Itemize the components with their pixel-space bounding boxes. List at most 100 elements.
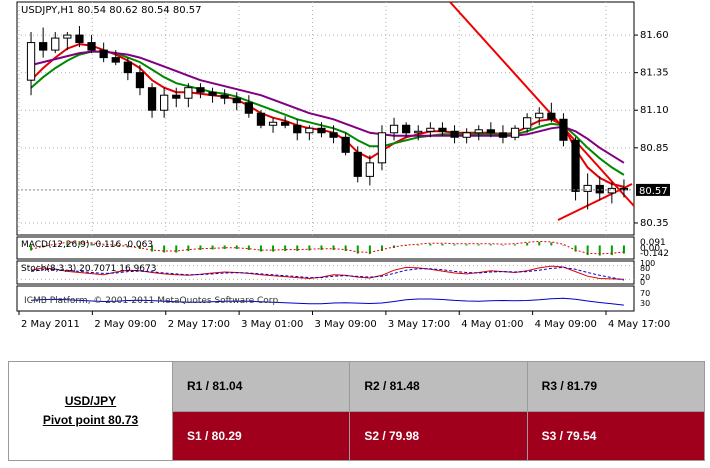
- candle-body: [26, 42, 36, 81]
- candle-body: [305, 127, 314, 134]
- candle-body: [329, 132, 338, 138]
- x-tick-label: 3 May 09:00: [315, 319, 377, 330]
- x-tick-label: 3 May 17:00: [388, 319, 450, 330]
- candle-body: [293, 124, 302, 134]
- x-tick-label: 4 May 17:00: [608, 319, 670, 330]
- candle-body: [232, 97, 241, 104]
- candle-body: [353, 151, 362, 177]
- stoch-tick-label: 0: [640, 278, 645, 287]
- candle-body: [184, 87, 193, 99]
- price-chart: 81.60 81.35 81.10 80.85 80.35 80.57 USDJPY,H…: [16, 1, 671, 330]
- macd-tick-label: -0.142: [640, 249, 669, 259]
- oscillator-series: [31, 297, 624, 306]
- stochastic-lines: [17, 265, 634, 281]
- candlesticks: [26, 26, 629, 210]
- x-tick-label: 2 May 17:00: [168, 319, 230, 330]
- macd-tick-label: 0.00: [640, 244, 660, 254]
- price-grid: [17, 2, 634, 311]
- r2-cell: R2 / 81.48: [349, 361, 528, 412]
- candle-body: [208, 91, 217, 96]
- candle-body: [160, 94, 169, 111]
- candle-body: [523, 117, 532, 129]
- y-tick-label: 81.60: [640, 30, 669, 41]
- candle-body: [438, 127, 447, 132]
- moving-average-line: [30, 50, 625, 176]
- candle-body: [583, 184, 592, 192]
- r1-cell: R1 / 81.04: [171, 361, 351, 412]
- candle-body: [365, 162, 374, 177]
- s2-cell: S2 / 79.98: [349, 410, 528, 461]
- oscillator-tick-label: 70: [640, 289, 650, 298]
- candle-body: [402, 124, 411, 134]
- stoch-title: Stoch(8,3,3) 20.7071 16.9673: [21, 264, 156, 274]
- candle-body: [547, 112, 556, 120]
- candle-body: [147, 87, 157, 111]
- pair-label: USD/JPY: [64, 394, 117, 408]
- y-tick-label: 81.35: [640, 68, 669, 79]
- x-tick-label: 4 May 01:00: [461, 319, 523, 330]
- stoch-line: [31, 266, 625, 281]
- candle-body: [498, 132, 508, 138]
- y-tick-label: 80.85: [640, 143, 669, 154]
- candle-body: [462, 132, 471, 138]
- chart-area: 81.60 81.35 81.10 80.85 80.35 80.57 USDJPY,H…: [16, 1, 671, 330]
- stoch-line: [31, 265, 624, 280]
- macd-tick-label: 0.091: [640, 238, 666, 248]
- s1-cell: S1 / 80.29: [171, 410, 351, 461]
- x-tick-label: 2 May 09:00: [94, 319, 156, 330]
- candle-body: [268, 121, 278, 126]
- chart-title: USDJPY,H1 80.54 80.62 80.54 80.57: [21, 5, 202, 16]
- stoch-panel: [16, 260, 635, 285]
- last-price-marker: [636, 183, 670, 196]
- candle-body: [510, 127, 520, 138]
- candle-body: [341, 136, 350, 153]
- r3-cell: R3 / 81.79: [526, 361, 706, 412]
- last-price-label: 80.57: [639, 186, 668, 197]
- moving-average-line: [30, 50, 625, 164]
- candle-body: [256, 112, 266, 126]
- candle-body: [474, 129, 483, 134]
- price-axis: 81.60 81.35 81.10 80.85 80.35: [634, 30, 669, 229]
- candle-body: [244, 102, 253, 114]
- x-tick-label: 3 May 01:00: [241, 319, 303, 330]
- oscillator-panel: [16, 285, 635, 312]
- s3-cell: S3 / 79.54: [526, 410, 706, 461]
- candle-body: [317, 127, 326, 134]
- macd-panel: [16, 236, 635, 260]
- oscillator-line: [31, 297, 624, 306]
- candle-body: [39, 42, 48, 51]
- candle-body: [389, 124, 399, 134]
- y-tick-label: 81.10: [640, 105, 669, 116]
- y-tick-label: 80.35: [640, 218, 669, 229]
- pivot-point-label: Pivot point 80.73: [42, 413, 139, 427]
- candle-body: [535, 112, 544, 119]
- x-tick-label: 2 May 2011: [21, 319, 80, 330]
- stoch-tick-label: 20: [640, 273, 650, 282]
- candle-body: [426, 127, 435, 132]
- pair-cell: USD/JPY Pivot point 80.73: [8, 361, 173, 461]
- resistance-trendline: [449, 1, 635, 207]
- x-tick-label: 4 May 09:00: [535, 319, 597, 330]
- candle-body: [220, 94, 229, 99]
- candle-body: [450, 130, 459, 138]
- candle-body: [607, 187, 616, 194]
- time-axis: 2 May 2011 2 May 09:00 2 May 17:00 3 May 01…: [18, 311, 670, 330]
- watermark: ICMB Platform, © 2001-2011 MetaQuotes So…: [24, 296, 281, 306]
- candle-body: [281, 121, 290, 126]
- macd-title: MACD(12,26,9) -0.116 -0.063: [21, 240, 153, 250]
- candle-body: [135, 72, 145, 89]
- pivot-table: USD/JPY Pivot point 80.73 R1 / 81.04 R2 …: [8, 361, 706, 461]
- macd-histogram: [30, 240, 625, 256]
- candle-body: [619, 187, 629, 191]
- stoch-tick-label: 100: [640, 259, 655, 268]
- candle-body: [51, 37, 60, 51]
- candle-body: [123, 61, 132, 74]
- candle-body: [414, 130, 423, 134]
- oscillator-tick-label: 30: [640, 299, 650, 308]
- candle-body: [63, 34, 72, 39]
- macd-signal-line: [30, 240, 624, 255]
- candle-body: [571, 139, 580, 192]
- candle-body: [172, 94, 181, 99]
